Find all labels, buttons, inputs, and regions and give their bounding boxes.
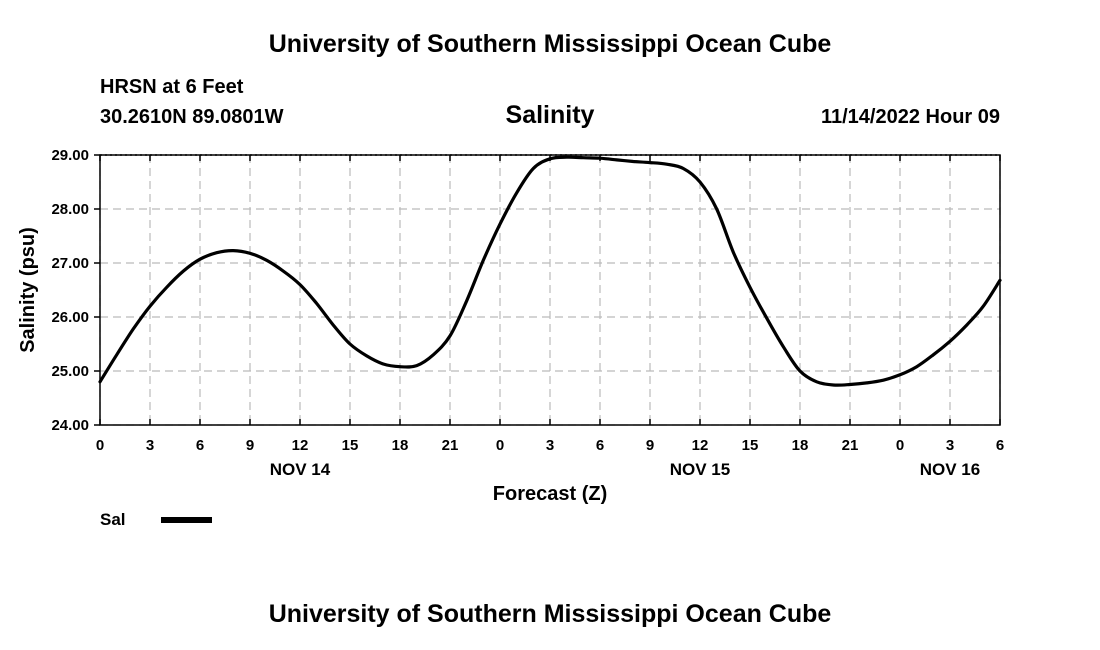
x-tick-label: 0 [496, 437, 504, 454]
day-label: NOV 15 [670, 460, 730, 479]
y-tick-label: 28.00 [51, 201, 89, 218]
x-tick-label: 18 [792, 437, 809, 454]
parameter-title: Salinity [505, 101, 595, 129]
plot-frame [99, 154, 1001, 426]
station-coordinates: 30.2610N 89.0801W [100, 106, 284, 128]
footer-title: University of Southern Mississippi Ocean… [268, 600, 832, 628]
y-tick-label: 25.00 [51, 363, 89, 380]
legend-swatch [161, 517, 212, 523]
x-tick-label: 12 [692, 437, 709, 454]
salinity-chart: 0 3 6 9 12 15 18 21 0 3 6 9 12 15 18 21 0 3 6 24.00 25.00 26… [17, 147, 1004, 505]
x-tick-label: 3 [546, 437, 554, 454]
axis-ticks [94, 154, 1001, 426]
y-tick-label: 27.00 [51, 255, 89, 272]
y-tick-label: 24.00 [51, 417, 89, 434]
x-tick-label: 3 [146, 437, 154, 454]
day-label: NOV 14 [270, 460, 331, 479]
x-tick-label: 21 [442, 437, 459, 454]
x-tick-label: 12 [292, 437, 309, 454]
x-tick-label: 9 [646, 437, 654, 454]
x-tick-labels: 0 3 6 9 12 15 18 21 0 3 6 9 12 15 18 21 0 3 6 [96, 437, 1004, 454]
x-tick-label: 0 [896, 437, 904, 454]
salinity-series-line [98, 155, 1002, 387]
y-axis-title: Salinity (psu) [17, 227, 39, 353]
legend-label: Sal [100, 510, 126, 529]
x-tick-label: 18 [392, 437, 409, 454]
x-tick-label: 6 [596, 437, 604, 454]
x-tick-label: 3 [946, 437, 954, 454]
y-tick-labels: 24.00 25.00 26.00 27.00 28.00 29.00 [51, 147, 89, 434]
y-tick-label: 26.00 [51, 309, 89, 326]
x-tick-label: 15 [742, 437, 759, 454]
station-label: HRSN at 6 Feet [100, 76, 244, 98]
y-tick-label: 29.00 [51, 147, 89, 164]
x-tick-label: 0 [96, 437, 104, 454]
x-tick-label: 6 [996, 437, 1004, 454]
day-label: NOV 16 [920, 460, 980, 479]
x-axis-title: Forecast (Z) [493, 483, 607, 505]
x-tick-label: 9 [246, 437, 254, 454]
forecast-runtime: 11/14/2022 Hour 09 [820, 106, 1000, 128]
x-tick-label: 15 [342, 437, 359, 454]
x-tick-label: 21 [842, 437, 859, 454]
day-labels: NOV 14 NOV 15 NOV 16 [270, 460, 980, 479]
x-tick-label: 6 [196, 437, 204, 454]
chart-title: University of Southern Mississippi Ocean… [268, 30, 832, 58]
